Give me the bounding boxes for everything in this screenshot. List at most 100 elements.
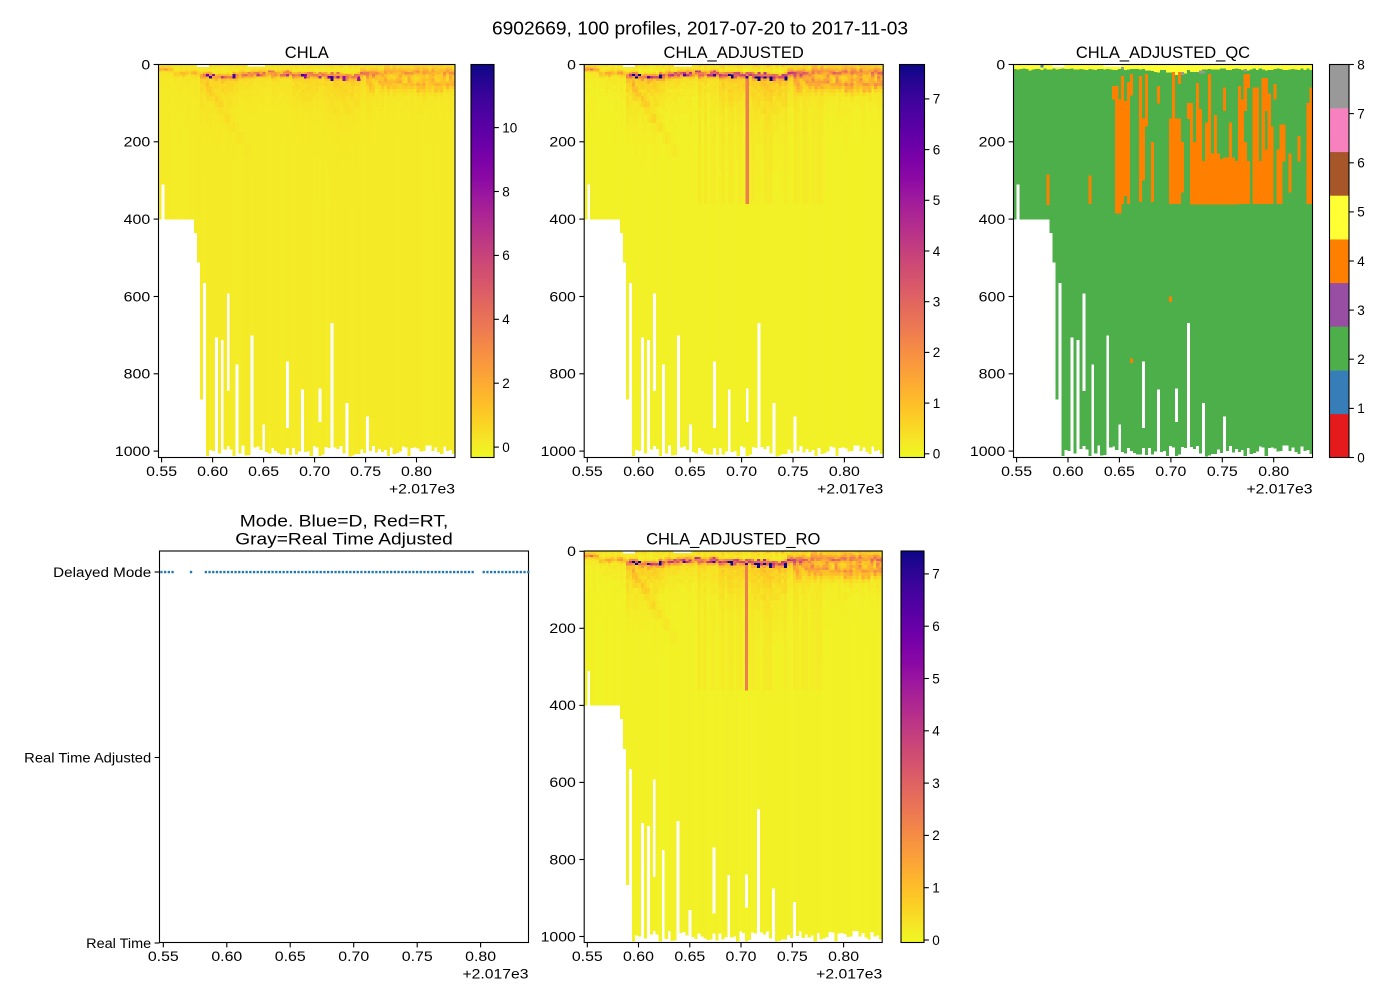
svg-text:4: 4 [1357, 254, 1365, 269]
svg-text:0.70: 0.70 [1155, 464, 1186, 479]
svg-text:CHLA: CHLA [285, 44, 329, 62]
svg-text:200: 200 [549, 621, 576, 636]
svg-text:CHLA_ADJUSTED: CHLA_ADJUSTED [664, 44, 804, 62]
svg-text:0: 0 [996, 57, 1005, 72]
svg-text:400: 400 [124, 212, 151, 227]
svg-text:3: 3 [933, 295, 941, 310]
svg-text:0.65: 0.65 [248, 464, 279, 479]
svg-text:0.70: 0.70 [726, 949, 757, 964]
svg-text:0.70: 0.70 [726, 464, 757, 479]
svg-text:0.60: 0.60 [211, 949, 242, 964]
svg-text:0.60: 0.60 [197, 464, 228, 479]
svg-text:600: 600 [124, 289, 151, 304]
svg-text:+2.017e3: +2.017e3 [817, 482, 883, 497]
svg-text:0.55: 0.55 [148, 949, 179, 964]
svg-text:600: 600 [549, 775, 576, 790]
svg-text:0.55: 0.55 [572, 464, 603, 479]
svg-text:6: 6 [1357, 156, 1365, 171]
svg-text:CHLA_ADJUSTED_RO: CHLA_ADJUSTED_RO [646, 531, 820, 549]
svg-text:0.55: 0.55 [146, 464, 177, 479]
svg-text:600: 600 [979, 289, 1006, 304]
svg-text:2: 2 [1357, 352, 1365, 367]
svg-text:0: 0 [933, 447, 941, 462]
svg-text:4: 4 [933, 244, 941, 259]
svg-text:6902669, 100 profiles, 2017-07: 6902669, 100 profiles, 2017-07-20 to 201… [492, 18, 908, 39]
svg-text:7: 7 [933, 92, 941, 107]
svg-text:2: 2 [932, 828, 940, 843]
svg-text:400: 400 [549, 698, 576, 713]
svg-text:6: 6 [932, 619, 940, 634]
svg-text:3: 3 [932, 776, 940, 791]
svg-text:0.65: 0.65 [675, 464, 706, 479]
svg-text:0: 0 [141, 57, 150, 72]
svg-text:3: 3 [1357, 303, 1365, 318]
svg-text:CHLA_ADJUSTED_QC: CHLA_ADJUSTED_QC [1076, 44, 1250, 62]
svg-text:0: 0 [1357, 450, 1365, 465]
svg-text:6: 6 [502, 248, 510, 263]
svg-text:200: 200 [549, 135, 576, 150]
svg-text:0.80: 0.80 [401, 464, 432, 479]
svg-text:0.80: 0.80 [1258, 464, 1289, 479]
svg-text:0: 0 [932, 933, 940, 948]
svg-text:4: 4 [502, 312, 510, 327]
svg-text:7: 7 [1357, 106, 1365, 121]
svg-text:Real Time: Real Time [86, 936, 151, 951]
svg-text:4: 4 [932, 724, 940, 739]
svg-text:0.75: 0.75 [778, 464, 809, 479]
svg-text:8: 8 [502, 184, 510, 199]
svg-text:400: 400 [549, 212, 576, 227]
svg-text:200: 200 [979, 135, 1006, 150]
svg-text:0.75: 0.75 [350, 464, 381, 479]
svg-text:7: 7 [932, 567, 940, 582]
svg-text:800: 800 [124, 367, 151, 382]
svg-text:Delayed Mode: Delayed Mode [53, 565, 151, 580]
svg-text:+2.017e3: +2.017e3 [389, 482, 455, 497]
svg-text:0.60: 0.60 [623, 464, 654, 479]
svg-text:0.55: 0.55 [572, 949, 603, 964]
svg-text:0: 0 [567, 544, 576, 559]
svg-text:+2.017e3: +2.017e3 [1247, 482, 1313, 497]
svg-text:1: 1 [1357, 401, 1365, 416]
svg-text:1000: 1000 [541, 444, 576, 459]
svg-text:600: 600 [549, 289, 576, 304]
svg-text:5: 5 [932, 671, 940, 686]
svg-text:0.70: 0.70 [338, 949, 369, 964]
svg-text:400: 400 [979, 212, 1006, 227]
svg-text:800: 800 [979, 367, 1006, 382]
svg-text:5: 5 [933, 193, 941, 208]
svg-text:0: 0 [567, 57, 576, 72]
svg-text:1000: 1000 [115, 444, 150, 459]
svg-text:0.65: 0.65 [674, 949, 705, 964]
svg-text:800: 800 [549, 852, 576, 867]
svg-text:0.80: 0.80 [828, 949, 859, 964]
svg-text:0.70: 0.70 [299, 464, 330, 479]
svg-text:8: 8 [1357, 57, 1365, 72]
svg-text:200: 200 [124, 135, 151, 150]
svg-text:800: 800 [549, 367, 576, 382]
svg-text:+2.017e3: +2.017e3 [463, 967, 529, 982]
svg-text:2: 2 [933, 345, 941, 360]
svg-text:Gray=Real Time Adjusted: Gray=Real Time Adjusted [235, 531, 453, 549]
svg-text:0.65: 0.65 [275, 949, 306, 964]
svg-text:10: 10 [502, 120, 517, 135]
svg-text:1000: 1000 [970, 444, 1005, 459]
svg-text:5: 5 [1357, 205, 1365, 220]
svg-text:0.55: 0.55 [1001, 464, 1032, 479]
svg-text:0.80: 0.80 [829, 464, 860, 479]
svg-text:1: 1 [933, 396, 941, 411]
svg-text:0.75: 0.75 [402, 949, 433, 964]
svg-text:0.60: 0.60 [623, 949, 654, 964]
svg-text:6: 6 [933, 142, 941, 157]
svg-text:0.75: 0.75 [1207, 464, 1238, 479]
svg-text:1: 1 [932, 881, 940, 896]
svg-text:Mode. Blue=D, Red=RT,: Mode. Blue=D, Red=RT, [240, 512, 449, 530]
svg-text:0.60: 0.60 [1053, 464, 1084, 479]
svg-text:0.75: 0.75 [777, 949, 808, 964]
svg-text:0.80: 0.80 [465, 949, 496, 964]
svg-text:+2.017e3: +2.017e3 [816, 967, 882, 982]
svg-text:0: 0 [502, 440, 510, 455]
svg-text:2: 2 [502, 376, 510, 391]
svg-text:Real Time Adjusted: Real Time Adjusted [24, 750, 151, 765]
svg-text:0.65: 0.65 [1104, 464, 1135, 479]
svg-text:1000: 1000 [541, 929, 576, 944]
